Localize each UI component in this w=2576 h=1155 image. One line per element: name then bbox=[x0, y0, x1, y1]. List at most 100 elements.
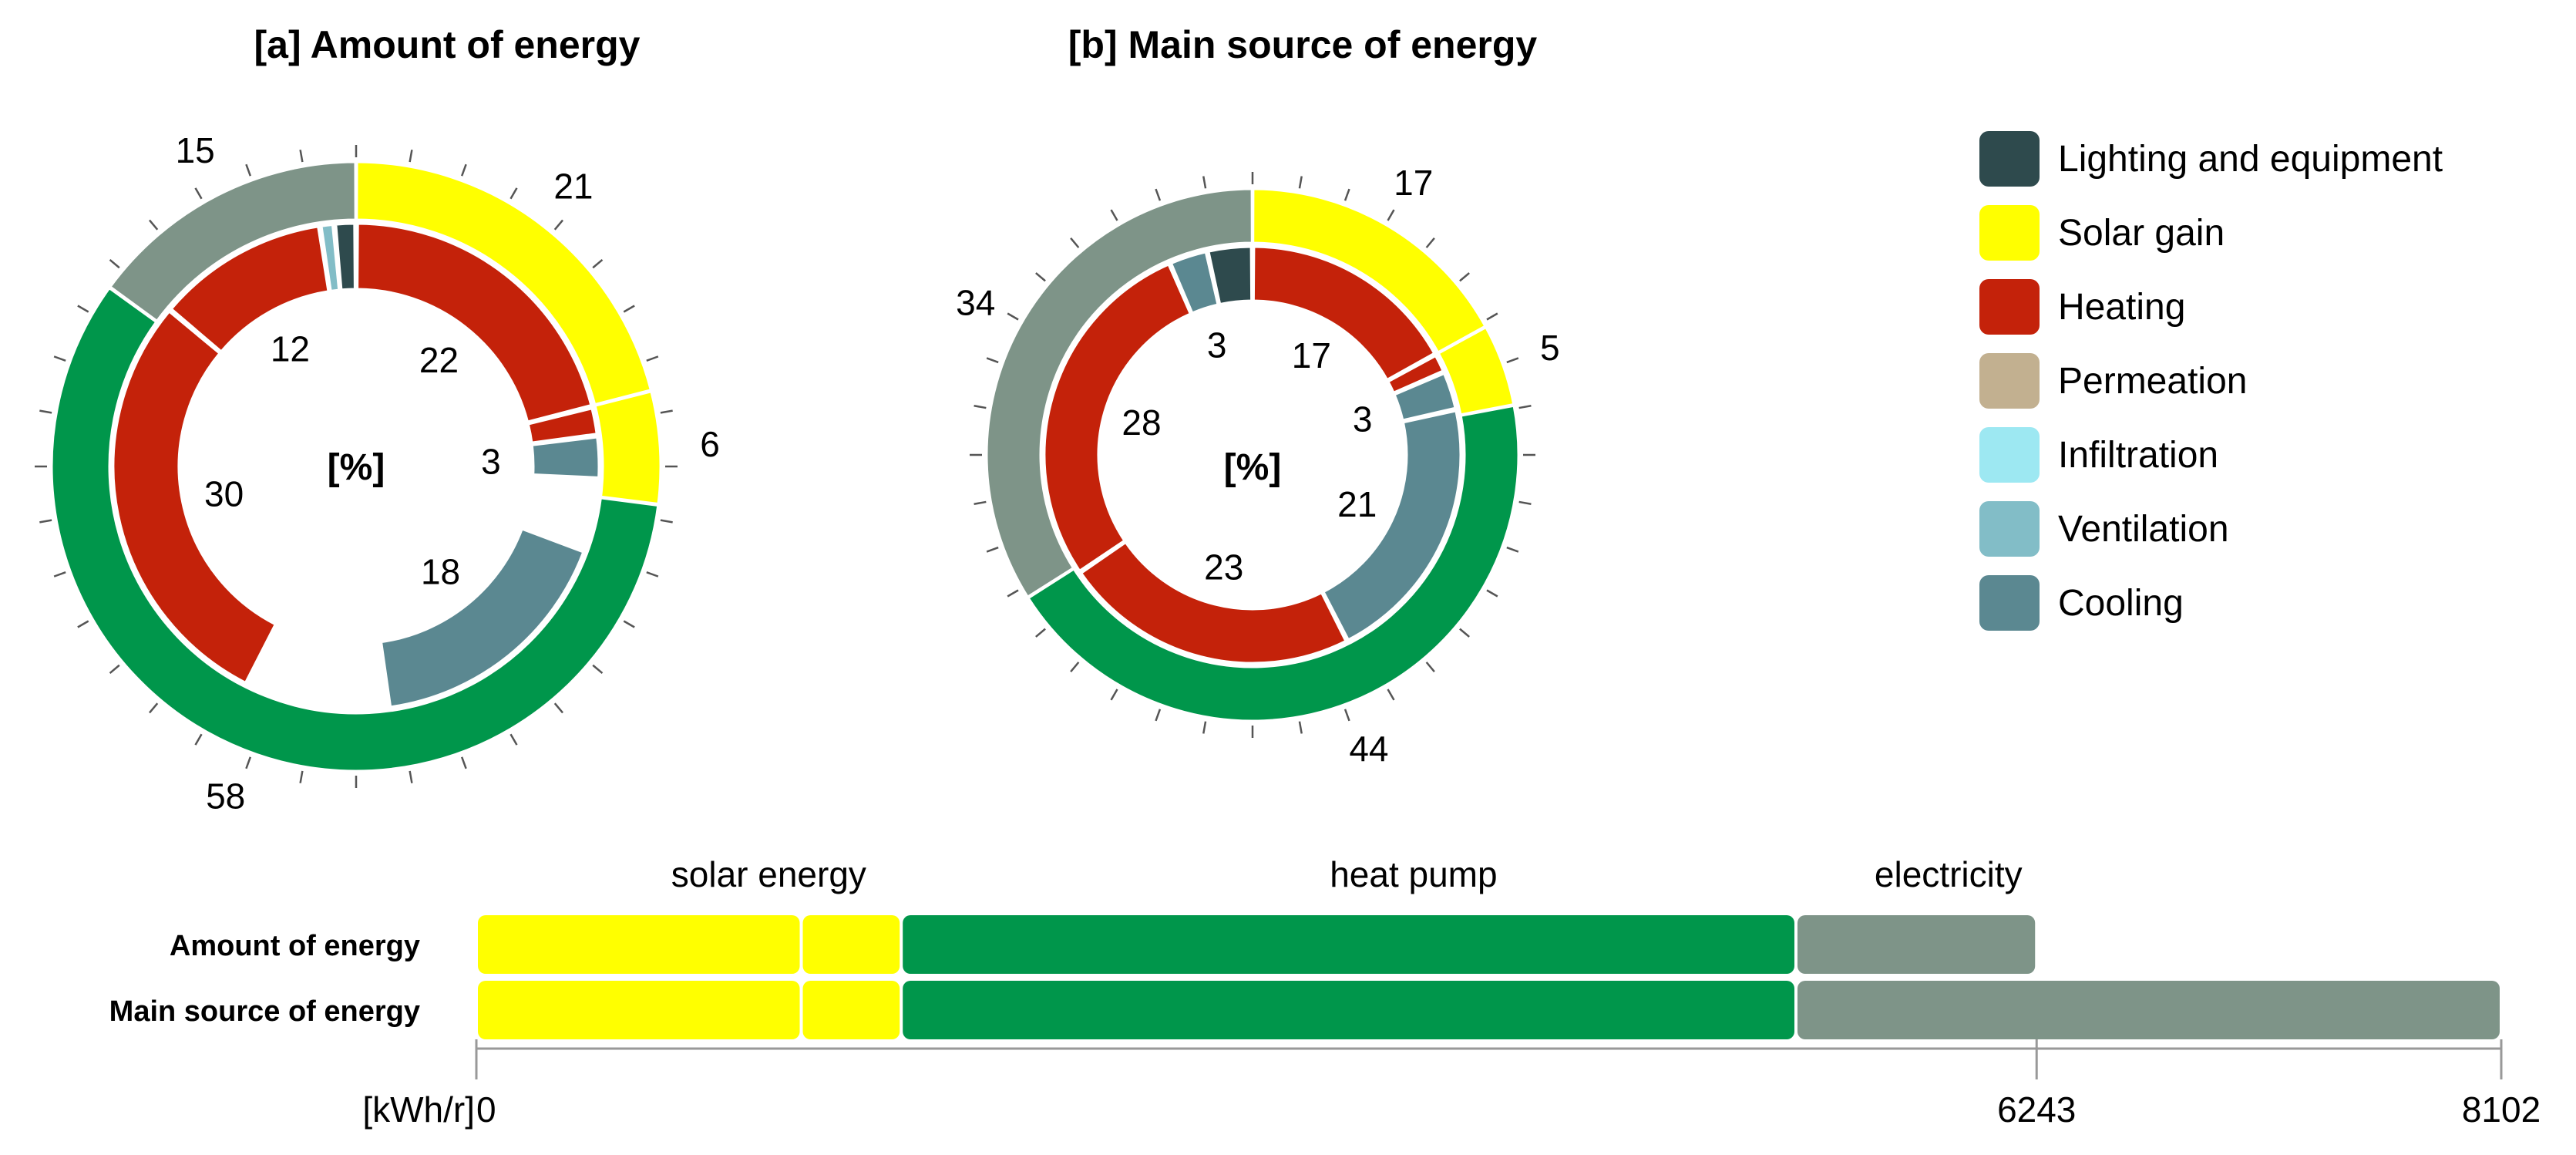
donut-tick-mark bbox=[149, 219, 159, 231]
donut-tick-mark bbox=[1035, 272, 1046, 282]
donut-tick-mark bbox=[1202, 176, 1207, 189]
donut-tick-mark bbox=[553, 219, 563, 231]
legend-swatch bbox=[1979, 575, 2040, 631]
donut-tick-mark bbox=[1070, 237, 1080, 248]
donut-tick-mark bbox=[149, 702, 159, 714]
legend-label: Permeation bbox=[2058, 361, 2247, 402]
chart-b-inner-ring-slice-cooling bbox=[1393, 372, 1457, 422]
donut-tick-mark bbox=[553, 702, 563, 714]
donut-tick-mark bbox=[1425, 237, 1435, 248]
donut-tick-mark bbox=[1202, 721, 1207, 734]
donut-tick-mark bbox=[409, 150, 413, 163]
donut-tick-mark bbox=[974, 405, 987, 409]
chart-b-inner-ring-slice-heating bbox=[1080, 541, 1347, 665]
donut-tick-mark bbox=[1035, 628, 1046, 638]
legend-swatch bbox=[1979, 279, 2040, 335]
donut-tick-mark bbox=[460, 756, 467, 769]
legend-label: Infiltration bbox=[2058, 435, 2218, 476]
chart-a-inner-ring-label: 12 bbox=[271, 328, 310, 369]
donut-tick-mark bbox=[1007, 312, 1019, 321]
chart-b-inner-ring-slice-heating bbox=[1252, 245, 1436, 381]
bar-segment-heatpump bbox=[903, 981, 1794, 1039]
chart-a-inner-ring-slice-ventilation bbox=[320, 223, 341, 292]
chart-a-inner-ring-slice-heating bbox=[526, 407, 598, 444]
chart-a-inner-ring-slice-heating bbox=[356, 222, 593, 423]
donut-tick-mark bbox=[245, 163, 252, 177]
legend-label: Heating bbox=[2058, 287, 2185, 328]
donut-tick-mark bbox=[646, 355, 659, 362]
legend-label: Lighting and equipment bbox=[2058, 139, 2443, 180]
donut-tick-mark bbox=[1007, 589, 1019, 598]
donut-tick-mark bbox=[592, 259, 604, 269]
x-axis-tick-label: 0 bbox=[476, 1089, 496, 1130]
donut-tick-mark bbox=[194, 187, 203, 200]
bar-segment-electricity bbox=[1797, 915, 2036, 974]
donut-tick-mark bbox=[1486, 589, 1498, 598]
donut-tick-mark bbox=[53, 571, 66, 578]
donut-tick-mark bbox=[1298, 176, 1303, 189]
donut-tick-mark bbox=[1425, 662, 1435, 672]
donut-tick-mark bbox=[1110, 209, 1118, 221]
donut-tick-mark bbox=[1387, 689, 1395, 701]
donut-tick-mark bbox=[509, 733, 518, 746]
legend-swatch bbox=[1979, 501, 2040, 557]
donut-chart-b: 17 5 44 34 17 3 21 23 28 3 bbox=[956, 163, 1559, 769]
bar-category-label: Amount of energy bbox=[170, 930, 420, 962]
chart-a-outer-ring-slice-heatpump bbox=[50, 287, 660, 773]
donut-tick-mark bbox=[1486, 312, 1498, 321]
chart-a-inner-ring-label: 3 bbox=[481, 441, 501, 481]
chart-b-inner-ring-label: 17 bbox=[1292, 335, 1331, 375]
chart-a-outer-ring-slice-solar bbox=[594, 390, 662, 505]
donut-tick-mark bbox=[1155, 188, 1162, 201]
donut-tick-mark bbox=[299, 150, 304, 163]
stacked-bar-chart: solar energy heat pump electricity Amount o… bbox=[109, 854, 2541, 1130]
bar-segment-solar bbox=[802, 981, 900, 1039]
legend-label: Solar gain bbox=[2058, 213, 2225, 254]
chart-a-outer-ring-label: 6 bbox=[700, 424, 720, 464]
donut-tick-mark bbox=[1298, 721, 1303, 734]
donut-tick-mark bbox=[1387, 209, 1395, 221]
bar-segment-solar bbox=[478, 981, 800, 1039]
donut-tick-mark bbox=[299, 770, 304, 783]
x-axis-tick-label: 8102 bbox=[2462, 1089, 2541, 1130]
chart-a-inner-ring-slice-heating bbox=[112, 310, 277, 684]
donut-tick-mark bbox=[109, 664, 120, 674]
chart-b-inner-ring-label: 28 bbox=[1122, 402, 1161, 443]
chart-b-inner-ring-slice-lighting bbox=[1207, 245, 1253, 306]
donut-tick-mark bbox=[1155, 709, 1162, 722]
bar-segment-solar bbox=[802, 915, 900, 974]
donut-tick-mark bbox=[1506, 357, 1519, 364]
donut-chart-a: 21 6 58 15 22 3 18 30 12 bbox=[35, 130, 720, 817]
chart-b-outer-ring-label: 17 bbox=[1394, 163, 1433, 203]
bar-group-label: heat pump bbox=[1330, 854, 1497, 894]
donut-tick-mark bbox=[1343, 709, 1350, 722]
bar-segment-heatpump bbox=[903, 915, 1794, 974]
chart-b-title: [b] Main source of energy bbox=[1068, 23, 1538, 66]
donut-tick-mark bbox=[623, 305, 635, 313]
donut-tick-mark bbox=[39, 519, 52, 524]
x-axis-unit: [kWh/r] bbox=[362, 1089, 475, 1130]
legend: Lighting and equipment Solar gain Heating P… bbox=[1979, 131, 2443, 631]
chart-b-outer-ring-slice-heatpump bbox=[1027, 404, 1520, 722]
chart-a-outer-ring-label: 58 bbox=[206, 776, 245, 817]
chart-b-inner-ring-slice-cooling bbox=[1170, 251, 1219, 315]
donut-tick-mark bbox=[1518, 500, 1532, 505]
donut-tick-mark bbox=[77, 620, 89, 628]
donut-tick-mark bbox=[409, 770, 413, 783]
donut-tick-mark bbox=[660, 409, 673, 414]
donut-tick-mark bbox=[1506, 546, 1519, 553]
chart-a-inner-ring-slice-cooling bbox=[530, 436, 600, 479]
donut-tick-mark bbox=[1343, 188, 1350, 201]
donut-tick-mark bbox=[592, 664, 604, 674]
chart-b-inner-ring-label: 3 bbox=[1207, 325, 1227, 365]
bar-group-label: electricity bbox=[1875, 854, 2023, 894]
chart-b-inner-ring-label: 21 bbox=[1337, 484, 1377, 524]
legend-swatch bbox=[1979, 205, 2040, 261]
donut-tick-mark bbox=[986, 357, 999, 364]
chart-b-outer-ring-slice-solar bbox=[1252, 187, 1487, 354]
chart-a-inner-ring-label: 30 bbox=[204, 473, 244, 514]
chart-b-outer-ring-label: 34 bbox=[956, 282, 995, 322]
chart-a-inner-ring-slice-lighting bbox=[335, 222, 356, 291]
chart-a-outer-ring-label: 15 bbox=[176, 130, 215, 170]
